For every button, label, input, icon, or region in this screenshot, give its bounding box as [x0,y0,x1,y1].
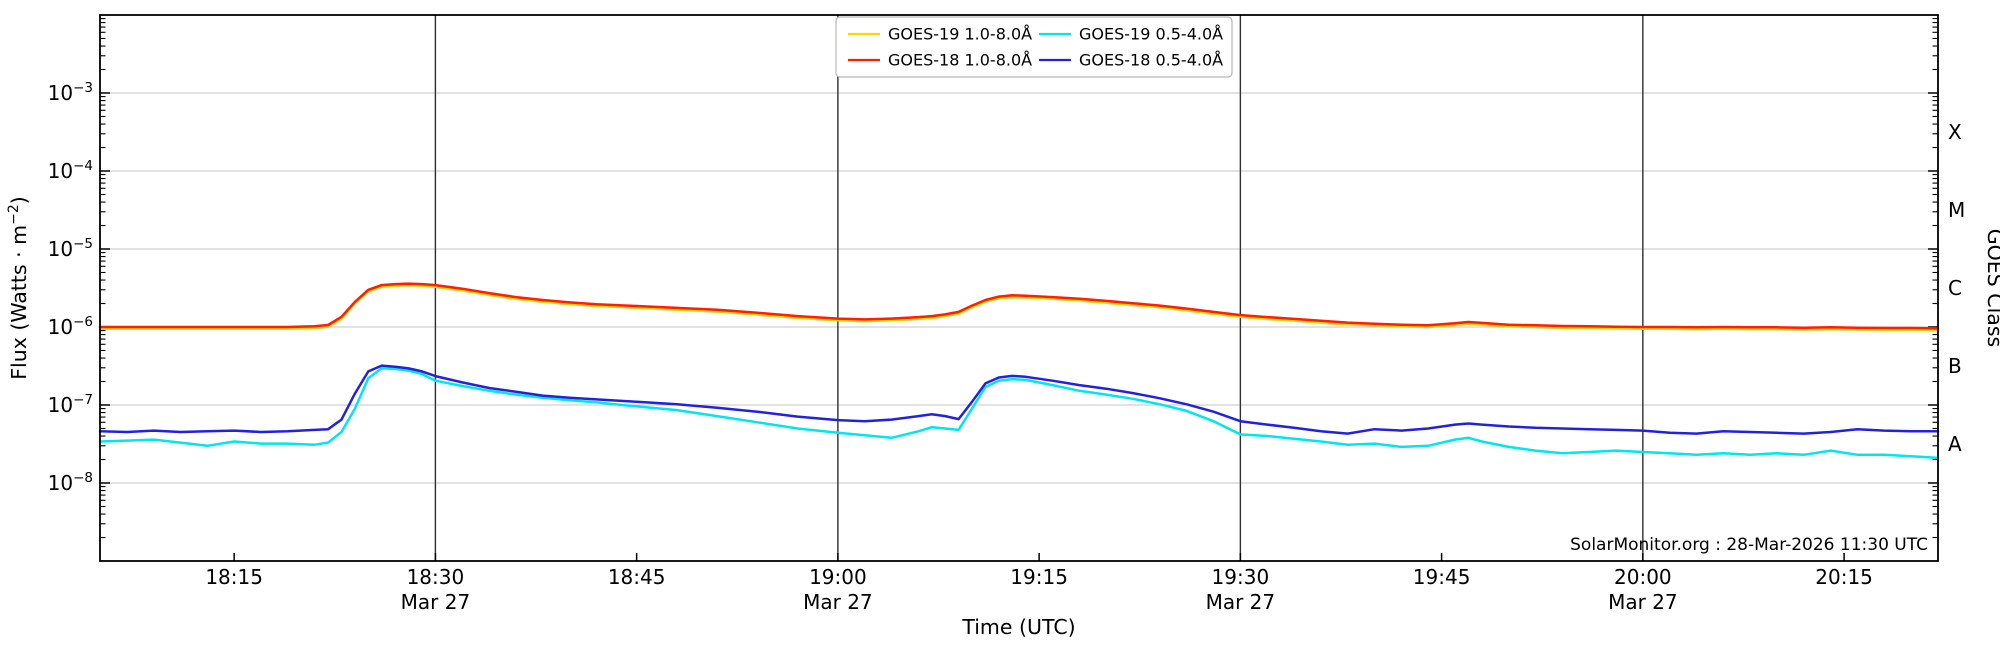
y-tick-label: 10−8 [48,470,93,495]
y-tick-label: 10−6 [48,314,93,339]
x-tick-label: 19:00 [809,565,867,589]
x-tick-label: 20:15 [1815,565,1873,589]
plot-border [99,14,1939,562]
date-label: Mar 27 [1206,590,1276,614]
x-tick-label: 18:30 [407,565,465,589]
legend-label-goes18-short: GOES-18 0.5-4.0Å [1079,51,1223,70]
goes-class-label: B [1948,354,1962,378]
legend-label-goes18-long: GOES-18 1.0-8.0Å [888,51,1032,70]
legend-label-goes19-short: GOES-19 0.5-4.0Å [1079,25,1223,44]
x-tick-label: 19:15 [1010,565,1068,589]
goes-class-label: X [1948,120,1962,144]
x-tick-label: 18:15 [205,565,263,589]
y-axis-title-left: Flux (Watts · m−2) [6,196,31,380]
source-note: SolarMonitor.org : 28-Mar-2026 11:30 UTC [1570,535,1928,555]
x-tick-label: 18:45 [608,565,666,589]
x-tick-label: 20:00 [1614,565,1672,589]
series-goes18-short [98,364,1940,435]
x-tick-label: 19:45 [1413,565,1471,589]
date-label: Mar 27 [803,590,873,614]
series-goes19-long [98,284,1940,332]
goes-class-label: A [1948,432,1962,456]
date-label: Mar 27 [401,590,471,614]
x-axis-title: Time (UTC) [961,615,1075,639]
legend-label-goes19-long: GOES-19 1.0-8.0Å [888,25,1032,44]
y-tick-label: 10−5 [48,236,93,261]
y-tick-label: 10−7 [48,392,93,417]
y-axis-title-right: GOES Class [1983,229,2000,347]
y-tick-label: 10−3 [48,80,93,105]
date-label: Mar 27 [1608,590,1678,614]
series-goes19-short [98,367,1940,460]
goes-class-label: M [1948,198,1965,222]
x-tick-label: 19:30 [1212,565,1270,589]
goes-class-label: C [1948,276,1962,300]
legend-box [835,16,1233,78]
series-goes18-long [98,282,1940,330]
y-tick-label: 10−4 [48,158,93,183]
